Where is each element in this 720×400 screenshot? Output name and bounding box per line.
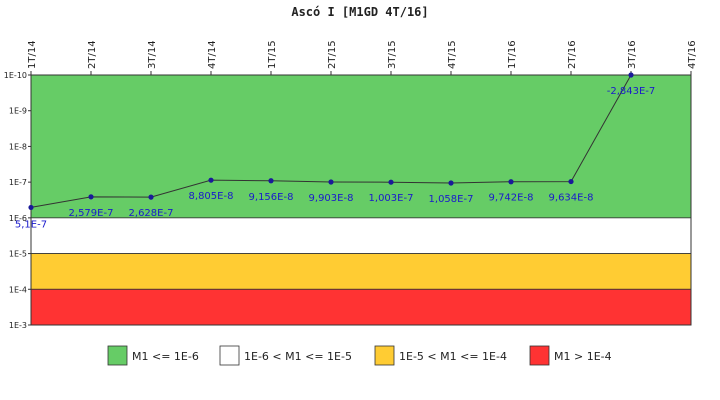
legend-swatch	[529, 345, 550, 366]
data-label: 9,156E-8	[249, 192, 294, 203]
data-point	[568, 178, 574, 185]
x-tick-label: 4T/16	[687, 40, 698, 69]
legend-label: 1E-6 < M1 <= 1E-5	[244, 350, 352, 363]
data-point	[268, 178, 274, 184]
x-tick-label: 2T/15	[327, 40, 338, 69]
data-label: 2,579E-7	[69, 208, 114, 219]
data-point	[508, 179, 514, 185]
y-tick-label: 1E-8	[9, 142, 27, 151]
data-point	[148, 194, 154, 200]
data-point	[208, 177, 214, 183]
x-tick-label: 3T/16	[627, 40, 638, 69]
band-2	[30, 253, 692, 290]
band-group	[30, 74, 692, 326]
x-tick-label: 4T/15	[447, 40, 458, 69]
data-label: 9,903E-8	[309, 193, 354, 204]
data-point	[28, 204, 34, 211]
data-label: 9,742E-8	[489, 193, 534, 204]
x-tick-label: 3T/14	[147, 40, 158, 69]
x-tick-label: 1T/15	[267, 40, 278, 69]
series-group: 5,1E-7 2,579E-7 2,628E-7 8,805E-8 9,156E-8 9,…	[15, 72, 655, 230]
data-point	[448, 180, 454, 186]
data-label: -2,843E-7	[607, 86, 656, 97]
legend-label: M1 <= 1E-6	[132, 350, 199, 363]
band-3	[30, 288, 692, 326]
y-tick-label: 1E-5	[9, 250, 27, 259]
band-1	[30, 217, 692, 254]
x-tick-label: 1T/16	[507, 40, 518, 69]
y-tick-label: 1E-3	[9, 321, 27, 330]
data-point	[328, 179, 334, 185]
band-0	[30, 74, 692, 219]
x-tick-label: 2T/16	[567, 40, 578, 69]
x-axis: 1T/14 2T/14 3T/14 4T/14 1T/15 2T/15 3T/15 4T/15…	[27, 40, 698, 75]
data-point	[388, 179, 394, 185]
data-point	[628, 72, 634, 78]
legend-label: M1 > 1E-4	[554, 350, 612, 363]
chart-title: Ascó I [M1GD 4T/16]	[291, 5, 428, 19]
legend-swatch	[219, 345, 240, 366]
y-axis: 1E-10 1E-9 1E-8 1E-7 1E-6 1E-5 1E-4 1E-3	[4, 71, 31, 330]
data-label: 1,003E-7	[369, 193, 414, 204]
legend: M1 <= 1E-6 1E-6 < M1 <= 1E-5 1E-5 < M1 <= …	[107, 345, 612, 366]
data-point	[88, 194, 94, 200]
data-label: 1,058E-7	[429, 194, 474, 205]
x-tick-label: 1T/14	[27, 40, 38, 69]
legend-swatch	[374, 345, 395, 366]
x-tick-label: 4T/14	[207, 40, 218, 69]
x-tick-label: 3T/15	[387, 40, 398, 69]
data-label: 2,628E-7	[129, 208, 174, 219]
plot-frame	[30, 74, 692, 326]
y-tick-label: 1E-10	[4, 71, 27, 80]
legend-label: 1E-5 < M1 <= 1E-4	[399, 350, 507, 363]
x-tick-label: 2T/14	[87, 40, 98, 69]
y-tick-label: 1E-9	[9, 107, 27, 116]
y-tick-label: 1E-6	[9, 214, 27, 223]
data-label: 8,805E-8	[189, 191, 234, 202]
y-tick-label: 1E-4	[9, 285, 27, 294]
legend-swatch	[107, 345, 128, 366]
data-label: 5,1E-7	[15, 219, 47, 230]
y-tick-label: 1E-7	[9, 178, 27, 187]
data-label: 9,634E-8	[549, 193, 594, 204]
